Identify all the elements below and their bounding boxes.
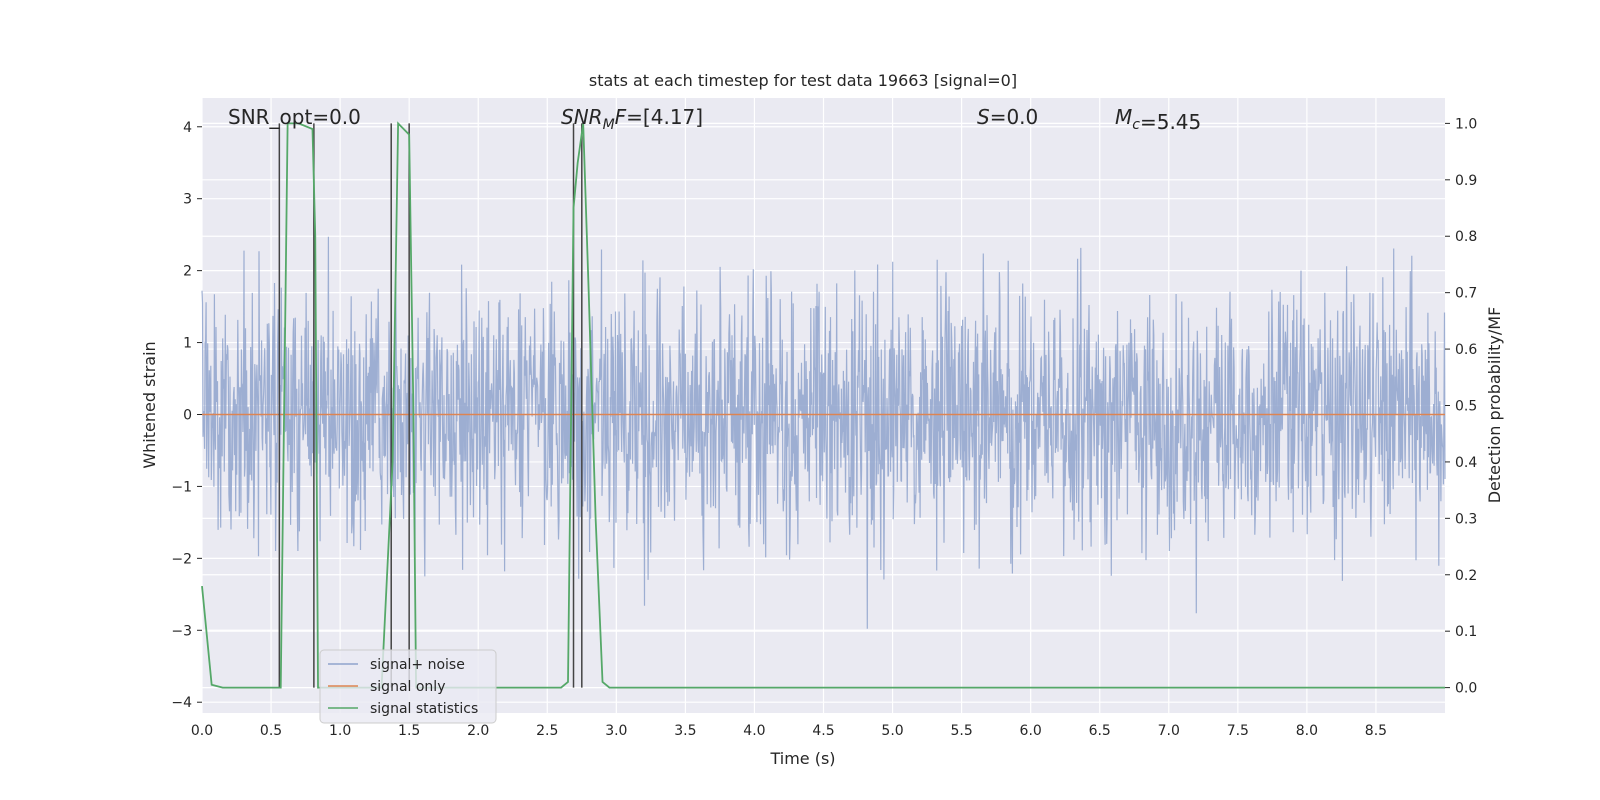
x-tick-label: 7.5 [1227, 723, 1249, 739]
y2-axis-ticks: 0.0 0.1 0.2 0.3 0.4 0.5 0.6 0.7 0.8 0.9 1.0 [1445, 116, 1477, 697]
legend-box [319, 649, 497, 724]
x-axis-label: Time (s) [769, 749, 835, 768]
y2-tick-label: 0.5 [1455, 399, 1477, 415]
annotation-snr-mf: SNRMF=[4.17] [561, 105, 703, 133]
y-tick-label: 3 [183, 192, 192, 208]
x-tick-label: 2.5 [536, 723, 558, 739]
y-tick-label: −2 [171, 551, 192, 567]
signal-statistics-series [201, 121, 1445, 689]
y2-tick-label: 0.3 [1455, 511, 1477, 527]
legend-label-signal-only: signal only [370, 679, 445, 695]
y-tick-label: −3 [171, 623, 192, 639]
y2-tick-label: 1.0 [1455, 116, 1477, 132]
y2-tick-label: 0.0 [1455, 681, 1477, 697]
y-tick-label: −4 [171, 695, 192, 711]
y-tick-label: 4 [183, 120, 192, 136]
x-tick-label: 3.5 [674, 723, 696, 739]
x-axis-ticks: 0.0 0.5 1.0 1.5 2.0 2.5 3.0 3.5 4.0 4.5 5.0 5.5 6.0 6… [191, 723, 1387, 739]
x-tick-label: 8.0 [1296, 723, 1318, 739]
y2-tick-label: 0.9 [1455, 173, 1477, 189]
y2-tick-label: 0.1 [1455, 624, 1477, 640]
legend: signal+ noise signal only signal statist… [319, 649, 497, 724]
y2-tick-label: 0.7 [1455, 286, 1477, 302]
x-tick-label: 3.0 [605, 723, 627, 739]
y2-tick-label: 0.6 [1455, 342, 1477, 358]
y-axis-label: Whitened strain [140, 341, 159, 468]
y2-tick-label: 0.2 [1455, 568, 1477, 584]
x-tick-label: 6.5 [1089, 723, 1111, 739]
x-tick-label: 1.5 [398, 723, 420, 739]
x-tick-label: 4.0 [743, 723, 765, 739]
detection-markers [278, 123, 583, 688]
chart-title: stats at each timestep for test data 196… [589, 71, 1017, 90]
y-tick-label: 0 [183, 407, 192, 423]
y-axis-ticks: −4 −3 −2 −1 0 1 2 3 4 [171, 120, 202, 711]
annotation-snr-opt: SNR_opt=0.0 [228, 105, 361, 129]
x-tick-label: 7.0 [1158, 723, 1180, 739]
annotation-mc: Mc=5.45 [1115, 105, 1201, 134]
signal-statistics-line [201, 121, 1445, 689]
annotations: SNR_opt=0.0 SNRMF=[4.17] S=0.0 Mc=5.45 [228, 105, 1201, 134]
y-tick-label: 1 [183, 336, 192, 352]
y2-tick-label: 0.8 [1455, 229, 1477, 245]
x-tick-label: 5.0 [881, 723, 903, 739]
y-tick-label: −1 [171, 479, 192, 495]
y2-tick-label: 0.4 [1455, 455, 1477, 471]
x-tick-label: 0.5 [260, 723, 282, 739]
legend-label-signal-noise: signal+ noise [370, 657, 465, 673]
x-tick-label: 1.0 [329, 723, 351, 739]
x-tick-label: 5.5 [950, 723, 972, 739]
annotation-s: S=0.0 [977, 105, 1038, 129]
x-tick-label: 8.5 [1365, 723, 1387, 739]
x-tick-label: 2.0 [467, 723, 489, 739]
x-tick-label: 4.5 [812, 723, 834, 739]
y2-axis-label: Detection probability/MF [1485, 307, 1504, 504]
legend-label-signal-statistics: signal statistics [370, 701, 478, 717]
y-tick-label: 2 [183, 264, 192, 280]
x-tick-label: 6.0 [1020, 723, 1042, 739]
x-tick-label: 0.0 [191, 723, 213, 739]
